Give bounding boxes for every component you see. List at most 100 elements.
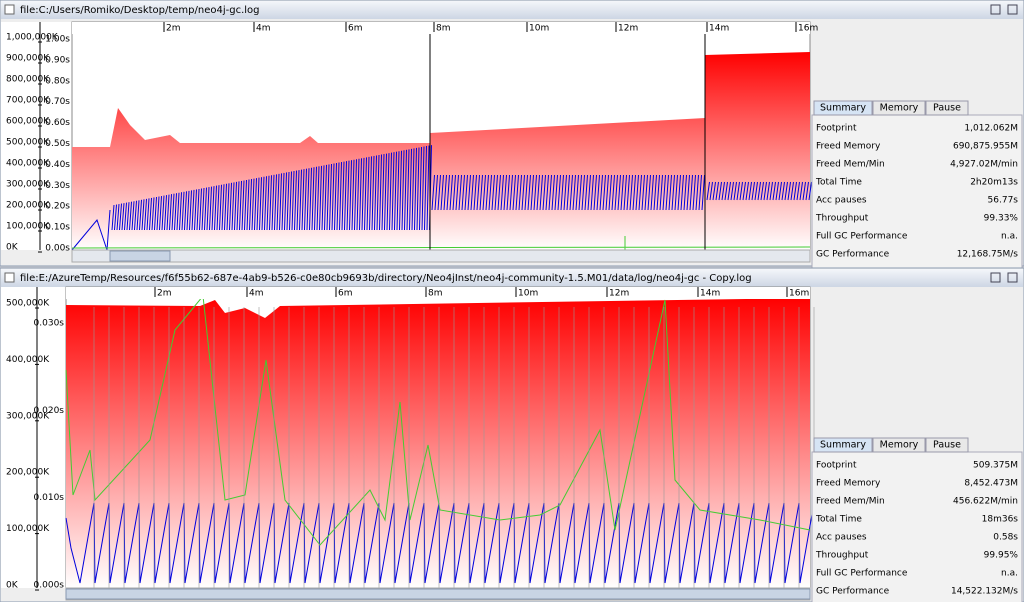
used-heap-line bbox=[65, 502, 815, 584]
tab[interactable] bbox=[925, 100, 969, 116]
tab[interactable] bbox=[872, 437, 926, 453]
memory-tick-label: 400,000K bbox=[6, 159, 50, 169]
scroll-thumb[interactable] bbox=[65, 588, 811, 600]
memory-tick-label: 500,000K bbox=[6, 299, 50, 309]
ruler-label: 10m bbox=[529, 24, 549, 34]
stat-value: 99.95% bbox=[984, 551, 1019, 561]
stat-label: Full GC Performance bbox=[816, 232, 908, 242]
ruler-label: 8m bbox=[436, 24, 451, 34]
memory-tick-label: 300,000K bbox=[6, 411, 50, 421]
time-tick-label: 0.30s bbox=[45, 181, 70, 191]
maximize-button[interactable] bbox=[990, 272, 1001, 283]
stat-label: Throughput bbox=[815, 214, 869, 224]
stat-value: 690,875.955M bbox=[953, 142, 1018, 152]
stat-value: 0.58s bbox=[993, 533, 1018, 543]
time-tick-label: 0.60s bbox=[45, 118, 70, 128]
memory-tick-label: 900,000K bbox=[6, 54, 50, 64]
stat-label: Freed Mem/Min bbox=[816, 497, 885, 507]
time-tick-label: 1.00s bbox=[45, 35, 70, 45]
tab[interactable] bbox=[925, 437, 969, 453]
memory-tick-label: 0K bbox=[6, 581, 19, 591]
time-tick-label: 0.020s bbox=[34, 406, 65, 416]
info-panel bbox=[811, 114, 1023, 270]
ruler-label: 12m bbox=[609, 289, 629, 299]
memory-tick-label: 200,000K bbox=[6, 468, 50, 478]
tab[interactable] bbox=[813, 437, 873, 453]
memory-tick-label: 300,000K bbox=[6, 180, 50, 190]
memory-tick-label: 400,000K bbox=[6, 355, 50, 365]
close-button[interactable] bbox=[1007, 4, 1018, 15]
memory-tick-label: 200,000K bbox=[6, 201, 50, 211]
memory-tick-label: 100,000K bbox=[6, 524, 50, 534]
stat-value: n.a. bbox=[1001, 569, 1018, 579]
stat-value: 12,168.75M/s bbox=[957, 250, 1019, 260]
time-ruler bbox=[66, 287, 810, 299]
stat-label: Total Time bbox=[815, 178, 862, 188]
stat-label: GC Performance bbox=[816, 587, 890, 597]
stat-value: n.a. bbox=[1001, 232, 1018, 242]
close-button[interactable] bbox=[1007, 272, 1018, 283]
info-panel bbox=[811, 451, 1023, 602]
stat-label: Footprint bbox=[816, 124, 857, 134]
ruler-label: 12m bbox=[618, 24, 638, 34]
time-tick-label: 0.70s bbox=[45, 97, 70, 107]
ruler-label: 14m bbox=[709, 24, 729, 34]
stat-value: 4,927.02M/min bbox=[950, 160, 1018, 170]
stat-value: 18m36s bbox=[982, 515, 1019, 525]
window-title: file:E:/AzureTemp/Resources/f6f55b62-687… bbox=[20, 273, 752, 284]
scrollbar[interactable] bbox=[71, 249, 811, 263]
axis-panel bbox=[1, 22, 72, 250]
time-ruler bbox=[72, 22, 810, 34]
ruler-label: 4m bbox=[256, 24, 271, 34]
time-tick-label: 0.000s bbox=[34, 581, 65, 591]
memory-tick-label: 100,000K bbox=[6, 222, 50, 232]
tab-label[interactable]: Pause bbox=[933, 103, 961, 114]
tab-label[interactable]: Summary bbox=[820, 103, 866, 114]
ruler-label: 16m bbox=[789, 289, 809, 299]
ruler-label: 6m bbox=[348, 24, 363, 34]
tab-label[interactable]: Memory bbox=[880, 103, 919, 114]
stat-value: 2h20m13s bbox=[970, 178, 1018, 188]
tab[interactable] bbox=[872, 100, 926, 116]
memory-tick-label: 500,000K bbox=[6, 138, 50, 148]
window-icon bbox=[4, 272, 15, 283]
time-tick-label: 0.90s bbox=[45, 55, 70, 65]
ruler-label: 14m bbox=[700, 289, 720, 299]
ruler-label: 16m bbox=[798, 24, 818, 34]
maximize-button[interactable] bbox=[990, 4, 1001, 15]
time-tick-label: 0.10s bbox=[45, 223, 70, 233]
stat-label: Freed Memory bbox=[816, 479, 881, 489]
time-tick-label: 0.20s bbox=[45, 202, 70, 212]
time-tick-label: 0.80s bbox=[45, 76, 70, 86]
scroll-thumb[interactable] bbox=[109, 250, 171, 262]
ruler-label: 8m bbox=[428, 289, 443, 299]
gc-window: file:E:/AzureTemp/Resources/f6f55b62-687… bbox=[0, 267, 1024, 602]
ruler-label: 10m bbox=[518, 289, 538, 299]
axis-panel bbox=[1, 287, 66, 588]
stat-value: 14,522.132M/s bbox=[951, 587, 1018, 597]
stat-label: Full GC Performance bbox=[816, 569, 908, 579]
memory-tick-label: 700,000K bbox=[6, 96, 50, 106]
stat-value: 8,452.473M bbox=[964, 479, 1018, 489]
ruler-label: 6m bbox=[338, 289, 353, 299]
tab-label[interactable]: Pause bbox=[933, 440, 961, 451]
stat-label: Freed Memory bbox=[816, 142, 881, 152]
stat-value: 1,012.062M bbox=[964, 124, 1018, 134]
memory-tick-label: 0K bbox=[6, 243, 19, 253]
title-bar bbox=[1, 1, 1023, 19]
tab-label[interactable]: Summary bbox=[820, 440, 866, 451]
tab[interactable] bbox=[813, 100, 873, 116]
ruler-label: 2m bbox=[166, 24, 181, 34]
title-bar bbox=[1, 269, 1023, 287]
stat-value: 56.77s bbox=[988, 196, 1019, 206]
time-tick-label: 0.00s bbox=[45, 244, 70, 254]
ruler-label: 4m bbox=[249, 289, 264, 299]
gc-pause-line bbox=[65, 294, 811, 546]
used-heap-line bbox=[71, 145, 812, 251]
tab-label[interactable]: Memory bbox=[880, 440, 919, 451]
time-tick-label: 0.40s bbox=[45, 160, 70, 170]
ruler-label: 2m bbox=[157, 289, 172, 299]
time-tick-label: 0.010s bbox=[34, 493, 65, 503]
memory-tick-label: 800,000K bbox=[6, 75, 50, 85]
stat-label: Throughput bbox=[815, 551, 869, 561]
